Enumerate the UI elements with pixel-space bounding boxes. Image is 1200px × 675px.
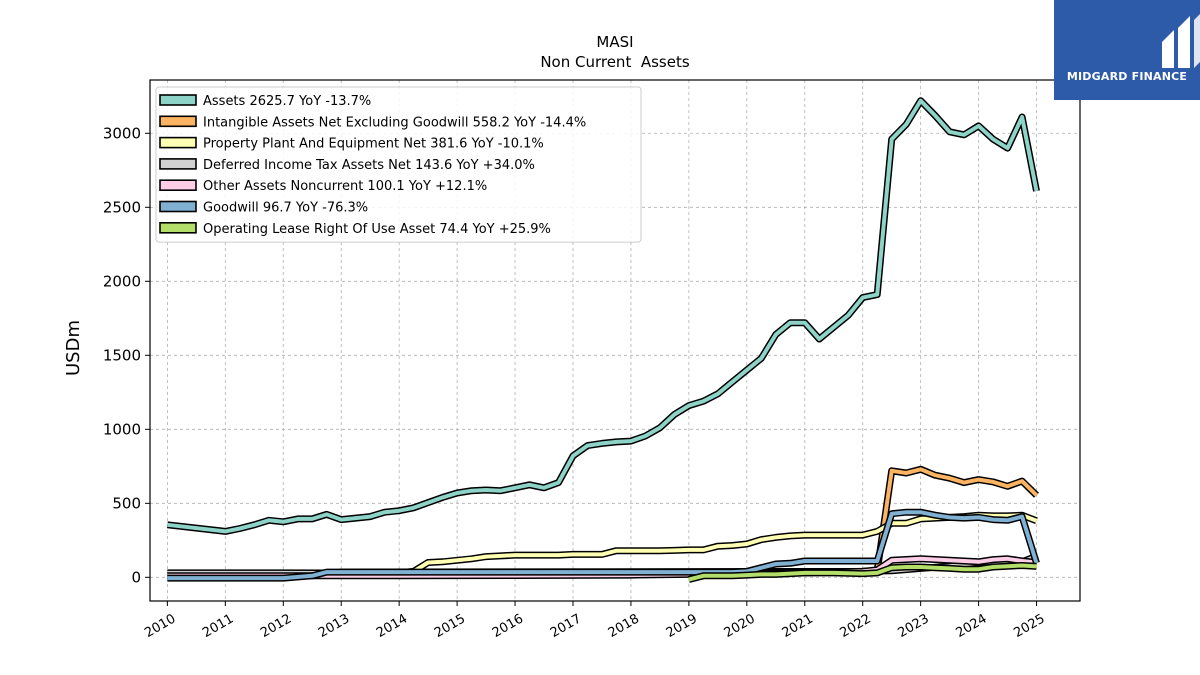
series-lines xyxy=(167,97,1040,583)
plot-frame xyxy=(149,79,1081,602)
x-tick-label: 2023 xyxy=(895,611,931,641)
y-axis-label: USDm xyxy=(63,320,84,376)
x-tick-label: 2010 xyxy=(142,611,178,641)
x-tick-label: 2025 xyxy=(1011,611,1047,641)
legend-label: Intangible Assets Net Excluding Goodwill… xyxy=(203,115,586,130)
x-axis-ticks: 2010 2011 2012 2013 2014 2015 2016 2017 2018 2019… xyxy=(142,601,1048,641)
x-tick-label: 2015 xyxy=(432,611,468,641)
series-line-0 xyxy=(167,97,1040,535)
legend-swatch xyxy=(159,179,197,191)
y-tick-label: 3000 xyxy=(103,124,141,142)
legend-swatch xyxy=(159,200,197,213)
y-tick-label: 2500 xyxy=(103,198,141,216)
grid xyxy=(150,80,1080,601)
series-line-5 xyxy=(167,508,1040,582)
brand-name: MIDGARD FINANCE xyxy=(1066,70,1188,83)
brand-logo: MIDGARD FINANCE xyxy=(1054,0,1200,100)
x-tick-label: 2016 xyxy=(490,611,526,641)
legend-label: Goodwill 96.7 YoY -76.3% xyxy=(203,201,368,216)
legend-swatch xyxy=(159,136,197,149)
y-tick-label: 0 xyxy=(131,568,141,586)
legend-label: Assets 2625.7 YoY -13.7% xyxy=(203,94,371,109)
x-tick-label: 2020 xyxy=(722,611,758,641)
x-tick-label: 2022 xyxy=(838,611,874,641)
chart-subtitle: Non Current Assets xyxy=(540,53,690,71)
legend-box xyxy=(155,86,642,243)
y-tick-label: 1500 xyxy=(103,346,141,364)
legend-label: Deferred Income Tax Assets Net 143.6 YoY… xyxy=(203,158,535,173)
legend-swatch xyxy=(159,222,197,234)
chart-title: MASI xyxy=(596,33,633,51)
x-tick-label: 2024 xyxy=(953,611,989,641)
legend-swatch xyxy=(159,158,197,170)
y-tick-label: 2000 xyxy=(103,272,141,290)
legend-label: Other Assets Noncurrent 100.1 YoY +12.1% xyxy=(203,179,487,194)
legend-label: Operating Lease Right Of Use Asset 74.4 … xyxy=(203,222,551,237)
x-tick-label: 2021 xyxy=(780,611,816,641)
x-tick-label: 2017 xyxy=(548,611,584,641)
x-tick-label: 2018 xyxy=(606,611,642,641)
x-tick-label: 2019 xyxy=(664,611,700,641)
legend: Assets 2625.7 YoY -13.7% Intangible Asset… xyxy=(155,86,642,243)
series-line-6 xyxy=(688,562,1037,583)
legend-swatch xyxy=(159,115,197,128)
y-tick-label: 500 xyxy=(112,494,141,512)
legend-swatch xyxy=(159,94,197,106)
x-tick-label: 2013 xyxy=(316,611,352,641)
x-tick-label: 2011 xyxy=(200,611,236,641)
x-tick-label: 2012 xyxy=(258,611,294,641)
x-tick-label: 2014 xyxy=(374,611,410,641)
series-line-2 xyxy=(167,511,1038,578)
y-tick-label: 1000 xyxy=(103,420,141,438)
logo-mark-icon xyxy=(1162,14,1200,68)
y-axis-ticks: 0 500 1000 1500 2000 2500 3000 xyxy=(103,124,150,586)
legend-label: Property Plant And Equipment Net 381.6 Y… xyxy=(203,137,544,152)
